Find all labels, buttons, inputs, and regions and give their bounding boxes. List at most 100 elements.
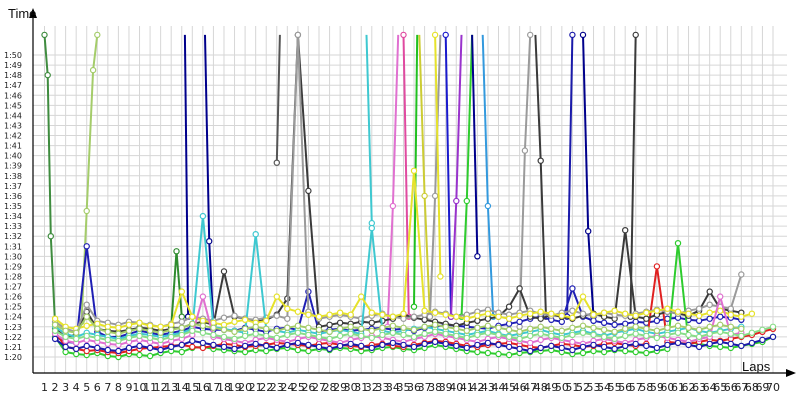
data-point xyxy=(347,340,354,348)
data-point xyxy=(653,317,661,324)
data-point xyxy=(622,342,629,350)
data-point xyxy=(44,71,51,79)
data-point xyxy=(51,321,59,328)
data-point xyxy=(400,31,407,39)
data-point xyxy=(83,313,90,320)
data-point xyxy=(516,345,523,353)
data-point xyxy=(294,31,302,39)
data-point xyxy=(136,351,143,359)
y-tick-label: 1:49 xyxy=(4,61,22,70)
data-point xyxy=(315,343,323,351)
y-tick-label: 1:50 xyxy=(4,51,22,60)
data-point xyxy=(632,31,639,39)
data-point xyxy=(189,327,196,334)
x-tick-label: 53 xyxy=(587,381,601,394)
y-tick-label: 1:41 xyxy=(4,142,22,151)
data-point xyxy=(220,333,228,341)
data-point xyxy=(622,332,629,340)
data-point xyxy=(83,332,90,340)
data-point xyxy=(632,312,639,319)
data-point xyxy=(431,321,439,328)
data-point xyxy=(474,341,481,349)
x-tick-label: 8 xyxy=(115,381,122,394)
data-point xyxy=(600,319,608,326)
data-point xyxy=(431,192,439,200)
data-point xyxy=(379,324,386,331)
data-point xyxy=(178,324,185,331)
data-point xyxy=(484,329,492,336)
data-point xyxy=(738,342,745,350)
data-point xyxy=(294,322,302,329)
data-point xyxy=(590,324,597,331)
data-point xyxy=(590,347,597,355)
x-tick-label: 55 xyxy=(608,381,622,394)
data-point xyxy=(178,318,185,325)
data-point xyxy=(495,324,502,331)
data-point xyxy=(579,329,587,336)
data-point xyxy=(653,263,661,270)
data-point xyxy=(643,349,650,357)
x-tick-label: 61 xyxy=(671,381,685,394)
data-point xyxy=(379,311,386,318)
data-point xyxy=(717,321,724,328)
x-tick-label: 18 xyxy=(217,381,231,394)
y-tick-label: 1:24 xyxy=(4,313,22,322)
data-point xyxy=(241,325,249,332)
data-point xyxy=(157,346,164,354)
data-point xyxy=(220,314,228,321)
data-point xyxy=(706,323,713,330)
data-point xyxy=(241,332,249,340)
x-tick-label: 42 xyxy=(470,381,484,394)
data-point xyxy=(273,293,280,300)
data-point xyxy=(157,329,164,336)
data-point xyxy=(72,345,80,353)
data-point xyxy=(400,310,407,317)
data-point xyxy=(537,157,544,164)
data-point xyxy=(410,303,418,310)
x-tick-label: 49 xyxy=(544,381,558,394)
x-tick-label: 6 xyxy=(94,381,101,394)
data-point xyxy=(738,325,745,332)
x-axis-title: Laps xyxy=(742,359,771,374)
data-point xyxy=(421,340,428,348)
data-point xyxy=(62,333,69,341)
data-point xyxy=(326,311,333,318)
x-tick-label: 15 xyxy=(185,381,199,394)
data-point xyxy=(437,273,444,280)
x-tick-label: 37 xyxy=(418,381,432,394)
x-tick-label: 17 xyxy=(206,381,220,394)
data-point xyxy=(62,327,69,334)
data-point xyxy=(505,351,513,359)
x-tick-label: 59 xyxy=(650,381,664,394)
x-tick-label: 30 xyxy=(344,381,358,394)
data-point xyxy=(558,334,566,342)
x-tick-label: 69 xyxy=(755,381,769,394)
data-point xyxy=(51,315,59,322)
data-point xyxy=(421,316,428,323)
data-point xyxy=(579,343,587,351)
x-tick-label: 64 xyxy=(703,381,717,394)
x-tick-label: 29 xyxy=(333,381,347,394)
data-point xyxy=(442,323,449,330)
data-point xyxy=(241,342,249,350)
data-point xyxy=(400,331,407,339)
x-tick-label: 44 xyxy=(491,381,505,394)
data-point xyxy=(199,339,207,347)
data-point xyxy=(315,326,323,333)
data-point xyxy=(484,202,492,210)
spike-line xyxy=(402,34,410,317)
x-tick-label: 63 xyxy=(692,381,706,394)
data-point xyxy=(600,348,608,356)
data-point xyxy=(548,325,555,332)
x-tick-label: 51 xyxy=(565,381,579,394)
data-point xyxy=(368,334,375,342)
data-point xyxy=(611,328,618,335)
data-point xyxy=(643,315,650,322)
data-point xyxy=(579,310,587,317)
x-tick-label: 41 xyxy=(460,381,474,394)
x-tick-label: 2 xyxy=(52,381,59,394)
data-point xyxy=(347,330,354,337)
data-point xyxy=(769,323,777,330)
data-point xyxy=(706,309,713,316)
y-tick-label: 1:25 xyxy=(4,303,22,312)
